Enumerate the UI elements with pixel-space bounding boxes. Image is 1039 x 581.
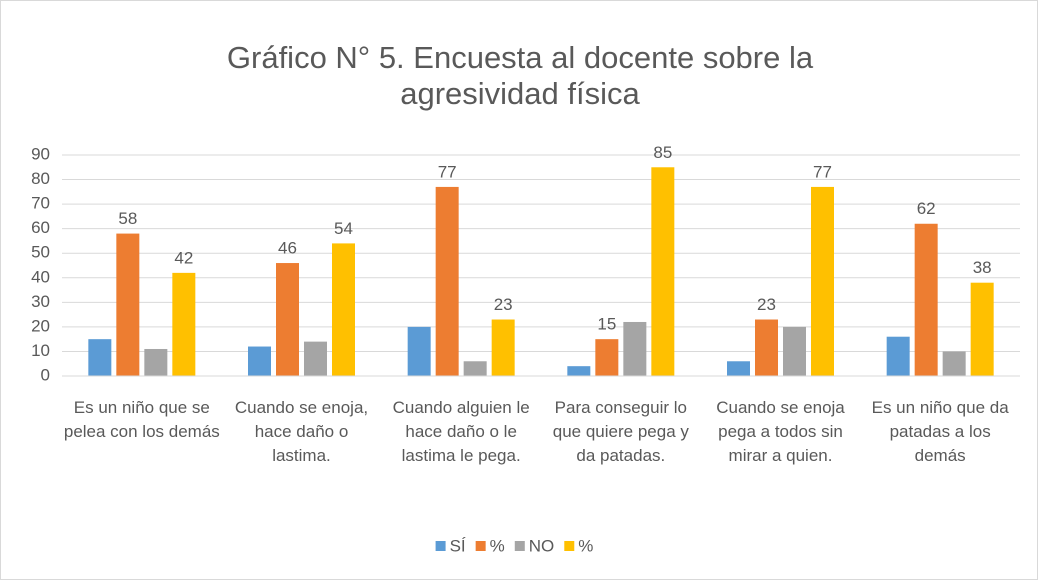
y-tick-label: 20	[31, 316, 50, 335]
bar	[914, 223, 938, 376]
y-tick-label: 70	[31, 194, 50, 213]
y-tick-label: 50	[31, 243, 50, 262]
y-tick-label: 80	[31, 169, 50, 188]
bar	[172, 272, 196, 376]
bar	[248, 346, 271, 376]
legend-swatch	[475, 541, 486, 551]
bar	[886, 336, 910, 376]
bar	[811, 186, 834, 376]
bar	[942, 351, 966, 376]
bar	[435, 186, 459, 376]
data-label: 77	[438, 162, 457, 181]
bar	[727, 361, 750, 376]
legend-swatch	[564, 541, 575, 551]
data-label: 23	[757, 295, 776, 314]
legend-label: NO	[529, 536, 555, 555]
bar	[783, 326, 806, 376]
x-tick-label: Cuando alguien le hace daño o le lastima…	[392, 398, 530, 465]
y-tick-label: 30	[31, 292, 50, 311]
data-label: 77	[813, 162, 832, 181]
x-tick-label: Para conseguir lo que quiere pega y da p…	[552, 398, 689, 465]
bar	[623, 321, 647, 376]
bar	[651, 167, 675, 376]
bar	[332, 243, 355, 376]
bar	[88, 339, 112, 376]
data-label: 62	[917, 199, 936, 218]
legend-label: %	[490, 536, 505, 555]
bar	[407, 326, 431, 376]
y-tick-label: 40	[31, 267, 50, 286]
bar	[595, 339, 619, 376]
bar	[463, 361, 487, 376]
legend-swatch	[435, 541, 446, 551]
data-label: 46	[278, 239, 297, 258]
x-tick-label: Cuando se enoja pega a todos sin mirar a…	[716, 398, 845, 465]
data-label: 42	[174, 248, 193, 267]
y-tick-label: 90	[31, 144, 50, 163]
bar	[567, 366, 591, 376]
bar	[116, 233, 140, 376]
x-tick-label: Es un niño que da patadas a los demás	[871, 398, 1009, 465]
y-tick-label: 0	[41, 365, 50, 384]
data-label: 85	[653, 143, 672, 162]
data-label: 54	[334, 219, 353, 238]
chart-title: Gráfico N° 5. Encuesta al docente sobre …	[226, 40, 814, 111]
data-label: 58	[118, 209, 137, 228]
legend-label: %	[578, 536, 593, 555]
bar	[304, 341, 327, 376]
bar	[276, 263, 299, 376]
y-tick-label: 10	[31, 341, 50, 360]
data-label: 38	[973, 258, 992, 277]
x-tick-label: Es un niño que se pelea con los demás	[63, 398, 220, 441]
bar	[491, 319, 515, 376]
data-label: 23	[494, 295, 513, 314]
bar	[144, 348, 168, 376]
bar	[970, 282, 994, 376]
bar	[755, 319, 778, 376]
legend-label: SÍ	[450, 536, 466, 555]
legend-swatch	[514, 541, 525, 551]
y-tick-label: 60	[31, 218, 50, 237]
data-label: 15	[597, 315, 616, 334]
x-tick-label: Cuando se enoja, hace daño o lastima.	[234, 398, 369, 465]
